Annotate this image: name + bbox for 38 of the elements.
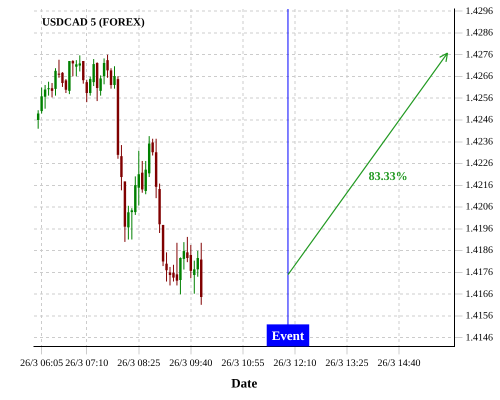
candlestick <box>36 110 40 130</box>
candlestick <box>72 60 74 77</box>
candlestick <box>40 87 43 114</box>
text: USDCAD 5 (FOREX) <box>42 16 145 28</box>
y-tick-label: 1.4156 <box>466 310 493 322</box>
ref-line-label: Event <box>272 328 305 343</box>
candlestick <box>176 242 178 286</box>
candlestick <box>127 205 130 240</box>
annotation: 83.33% <box>368 168 408 183</box>
y-tick-label: 1.4166 <box>466 288 493 300</box>
candlestick <box>141 160 144 194</box>
y-tick-label: 1.4186 <box>466 245 493 256</box>
candlestick <box>47 81 50 96</box>
x-tick-label: 26/3 13:25 <box>325 358 368 370</box>
y-tick-label: 1.4226 <box>466 158 493 170</box>
candlestick <box>50 82 54 98</box>
x-tick-label: 26/3 12:10 <box>273 358 316 370</box>
x-tick-label: 26/3 08:25 <box>117 358 160 370</box>
candlestick <box>193 260 196 294</box>
y-tick-label: 1.4246 <box>466 114 493 126</box>
x-tick-label: 26/3 06:05 <box>20 358 64 370</box>
candlestick <box>44 84 46 110</box>
x-tick-label: 26/3 07:10 <box>65 358 108 370</box>
y-tick-label: 1.4196 <box>466 223 493 234</box>
x-tick-label: 26/3 10:55 <box>221 358 264 370</box>
y-tick-label: 1.4256 <box>466 92 493 104</box>
y-tick-label: 1.4146 <box>466 332 493 344</box>
x-tick-label: 26/3 14:40 <box>377 358 421 370</box>
y-tick-label: 1.4206 <box>466 202 493 213</box>
x-tick-label: 26/3 09:40 <box>169 358 212 370</box>
y-tick-label: 1.4286 <box>466 28 493 39</box>
y-tick-label: 1.4216 <box>466 180 493 191</box>
y-tick-label: 1.4176 <box>466 267 493 278</box>
y-tick-label: 1.4296 <box>466 6 493 17</box>
y-tick-label: 1.4236 <box>466 136 493 148</box>
y-tick-label: 1.4266 <box>466 71 493 82</box>
y-tick-label: 1.4276 <box>466 49 493 60</box>
x-axis-title: Date <box>231 376 258 391</box>
